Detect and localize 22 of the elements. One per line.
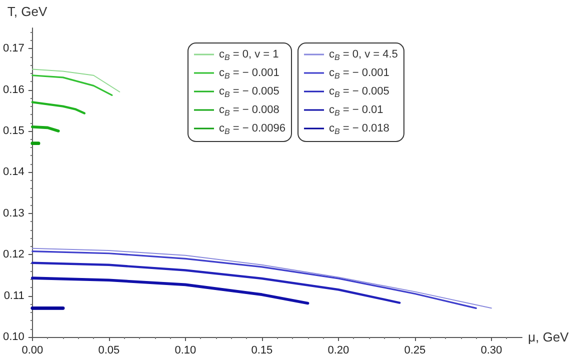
y-tick-label: 0.15: [2, 125, 24, 137]
y-tick-label: 0.14: [2, 166, 24, 178]
x-tick-label: 0.10: [174, 344, 196, 356]
y-tick-label: 0.12: [2, 248, 24, 261]
x-tick-label: 0.25: [404, 344, 426, 356]
y-axis-title: T, GeV: [7, 4, 48, 19]
x-tick-label: 0.00: [22, 344, 44, 356]
y-tick-label: 0.16: [2, 84, 24, 96]
y-tick-label: 0.13: [2, 207, 24, 220]
y-tick-label: 0.10: [2, 331, 24, 343]
line-series: [31, 276, 310, 305]
y-tick-label: 0.17: [2, 42, 24, 55]
y-tick-label: 0.11: [4, 290, 24, 302]
line-series: [31, 101, 86, 114]
x-tick-label: 0.05: [98, 344, 120, 356]
x-axis-title: μ, GeV: [528, 330, 570, 344]
x-tick-label: 0.30: [480, 344, 502, 356]
line-series: [32, 68, 120, 92]
x-tick-label: 0.15: [251, 344, 273, 356]
line-series: [32, 74, 113, 96]
line-series: [31, 262, 401, 304]
x-tick-label: 0.20: [328, 344, 350, 356]
